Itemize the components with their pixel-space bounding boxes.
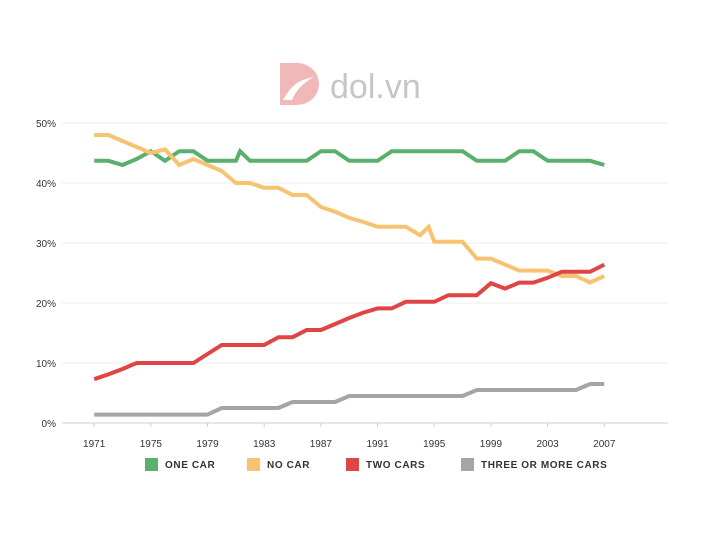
legend-label: ONE CAR (165, 460, 215, 471)
x-tick-label: 1971 (83, 439, 106, 450)
legend-label: THREE OR MORE CARS (481, 460, 607, 471)
y-axis-ticks: 0% 10% 20% 30% 40% 50% (36, 119, 56, 430)
legend-item-no-car: NO CAR (247, 458, 310, 471)
y-tick-label: 10% (36, 359, 56, 370)
x-tick-label: 1983 (253, 439, 276, 450)
legend: ONE CAR NO CAR TWO CARS THREE OR MORE CARS (145, 458, 607, 471)
x-tick-label: 1987 (310, 439, 333, 450)
legend-label: NO CAR (267, 460, 310, 471)
x-axis-ticks: 1971 1975 1979 1983 1987 1991 1995 1999 2003 2007 (83, 423, 616, 450)
y-tick-label: 20% (36, 299, 56, 310)
legend-item-three-or-more-cars: THREE OR MORE CARS (461, 458, 607, 471)
legend-item-two-cars: TWO CARS (346, 458, 425, 471)
legend-swatch (461, 458, 474, 471)
x-tick-label: 1999 (480, 439, 503, 450)
x-tick-label: 1995 (423, 439, 446, 450)
series-line-two-cars (93, 262, 606, 382)
series-line-three-or-more-cars (94, 382, 605, 417)
x-tick-label: 2007 (593, 439, 616, 450)
legend-swatch (247, 458, 260, 471)
x-tick-label: 1991 (366, 439, 389, 450)
x-tick-label: 2003 (536, 439, 559, 450)
y-tick-label: 30% (36, 239, 56, 250)
series-line-one-car (94, 147, 605, 168)
legend-label: TWO CARS (366, 460, 425, 471)
dol-logo: dol.vn (280, 63, 421, 106)
x-tick-label: 1979 (196, 439, 219, 450)
series-line-no-car (94, 133, 606, 285)
y-tick-label: 50% (36, 119, 56, 130)
y-tick-label: 0% (42, 419, 57, 430)
x-tick-label: 1975 (140, 439, 163, 450)
legend-item-one-car: ONE CAR (145, 458, 215, 471)
y-tick-label: 40% (36, 179, 56, 190)
legend-swatch (346, 458, 359, 471)
legend-swatch (145, 458, 158, 471)
dol-logo-icon (280, 63, 319, 105)
dol-logo-text: dol.vn (330, 68, 421, 106)
series-lines (93, 133, 606, 417)
